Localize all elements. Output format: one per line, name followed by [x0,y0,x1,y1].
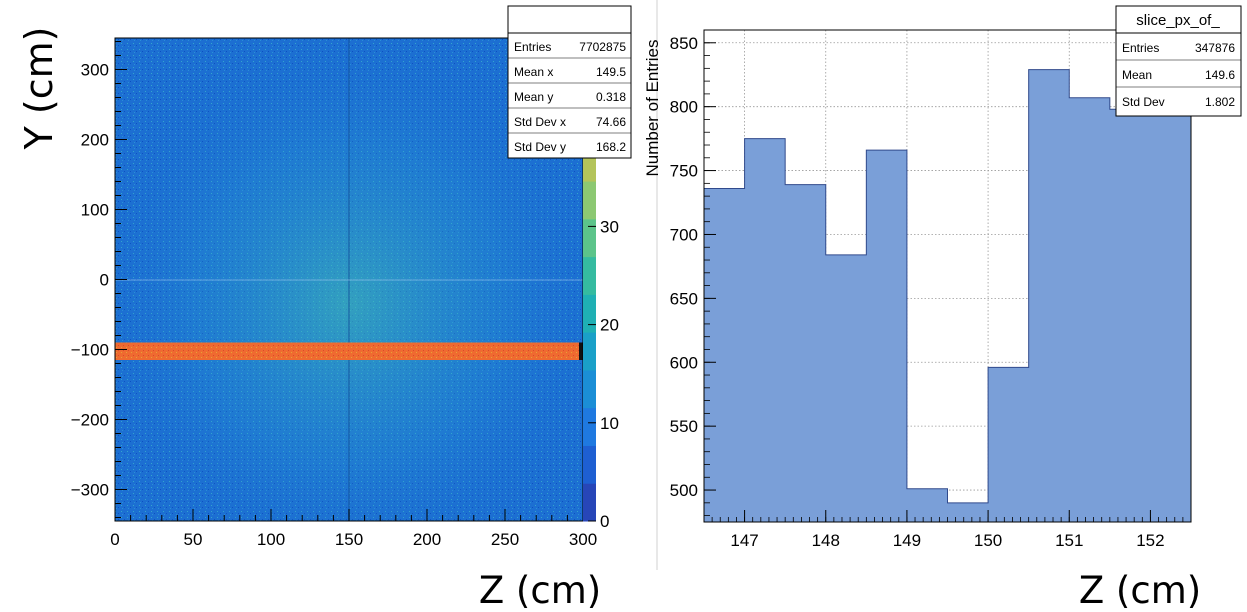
y-tick-label: 200 [81,131,109,150]
colorbar-segment [583,407,596,446]
heatmap-stats-box: Entries 7702875 Mean x 149.5 Mean y 0.318 Std … [507,5,632,159]
y-tick-label: 0 [100,271,109,290]
stats-row-label: Entries [1122,41,1159,55]
stats-box-bg [507,5,632,159]
stats-row-label: Mean y [514,90,553,104]
histogram-bin [1110,109,1151,522]
heatmap-band-edge [579,342,583,360]
stats-row-label: Mean [1122,68,1152,82]
colorbar-tick-label: 0 [600,512,609,531]
stats-row-value: 74.66 [596,115,626,129]
y-tick-label: 750 [670,162,698,181]
stats-box-bg [1115,5,1242,117]
histogram-bin [826,255,867,522]
stats-row-label: Entries [514,40,551,54]
colorbar-segment [583,256,596,295]
y-tick-label: 700 [670,225,698,244]
histogram-bin [866,150,907,522]
stats-row-value: 149.5 [596,65,626,79]
stats-row-value: 0.318 [596,90,626,104]
colorbar-segment [583,294,596,333]
stats-row-value: 347876 [1195,41,1235,55]
stats-row-label: Std Dev x [514,115,566,129]
stats-row-label: Std Dev [1122,95,1165,109]
stats-row-value: 168.2 [596,140,626,154]
y-tick-label: 600 [670,353,698,372]
stats-box-rows: Entries 7702875 Mean x 149.5 Mean y 0.318 Std … [508,40,631,154]
heatmap-x-ticks: 0 50 100 150 200 250 300 [110,509,597,549]
colorbar-segment [583,483,596,522]
x-tick-label: 300 [569,530,597,549]
y-tick-label: 100 [81,201,109,220]
histogram-bin [745,139,786,522]
histogram-ylabel: Number of Entries [643,40,662,177]
colorbar-segment [583,369,596,409]
x-tick-label: 100 [257,530,285,549]
histogram-xlabel: Z (cm) [1079,569,1201,612]
histogram-bin [785,185,826,522]
x-tick-label: 152 [1136,531,1164,550]
colorbar-tick-label: 10 [600,414,619,433]
x-tick-label: 250 [491,530,519,549]
y-tick-label: 500 [670,481,698,500]
colorbar-segment [583,181,596,220]
heatmap-ylabel: Y (cm) [17,27,61,151]
histogram-bin [1069,98,1110,522]
colorbar-segment [583,218,596,258]
x-tick-label: 148 [812,531,840,550]
x-tick-label: 50 [184,530,203,549]
histogram-bin [704,188,745,522]
y-tick-label: −100 [71,341,109,360]
stats-row-label: Mean x [514,65,553,79]
colorbar-segment [583,445,596,484]
stats-row-value: 149.6 [1205,68,1235,82]
histogram-x-ticks: 147 148 149 150 151 152 [711,510,1192,550]
colorbar-tick-label: 30 [600,217,619,236]
histogram-bin [988,367,1029,522]
stats-box-title: slice_px_of_ [1136,12,1220,29]
heatmap-panel: 0 50 100 150 200 250 300 −300−200−100010020030… [17,5,632,612]
x-tick-label: 149 [893,531,921,550]
y-tick-label: 850 [670,34,698,53]
histogram-y-ticks: 500 550 600 650 700 750 800 850 [670,34,716,517]
histogram-bin [948,503,989,522]
x-tick-label: 150 [974,531,1002,550]
heatmap-y-ticks: −300 −200 −100 0 100 200 300 [71,41,127,518]
y-tick-label: 300 [81,61,109,80]
histogram-bin [1029,70,1070,522]
colorbar-tick-label: 20 [600,316,619,335]
heatmap-xlabel: Z (cm) [479,569,601,612]
histogram-stats-box: slice_px_of_ Entries 347876 Mean 149.6 Std D… [1115,5,1242,117]
histogram-panel: 147 148 149 150 151 152 500 550 600 650 700 750 800… [643,5,1242,612]
stats-row-value: 1.802 [1205,95,1235,109]
x-tick-label: 147 [730,531,758,550]
heatmap-band [115,342,583,360]
colorbar-segment [583,332,596,371]
y-tick-label: 650 [670,289,698,308]
histogram-bin [907,489,948,522]
stats-row-label: Std Dev y [514,140,566,154]
x-tick-label: 0 [110,530,119,549]
y-tick-label: 550 [670,417,698,436]
stats-row-value: 7702875 [579,40,626,54]
stats-box-rows: Entries 347876 Mean 149.6 Std Dev 1.802 [1116,41,1241,109]
x-tick-label: 151 [1055,531,1083,550]
x-tick-label: 200 [413,530,441,549]
histogram-bin [1150,103,1191,522]
y-tick-label: 800 [670,98,698,117]
x-tick-label: 150 [335,530,363,549]
y-tick-label: −300 [71,481,109,500]
y-tick-label: −200 [71,411,109,430]
